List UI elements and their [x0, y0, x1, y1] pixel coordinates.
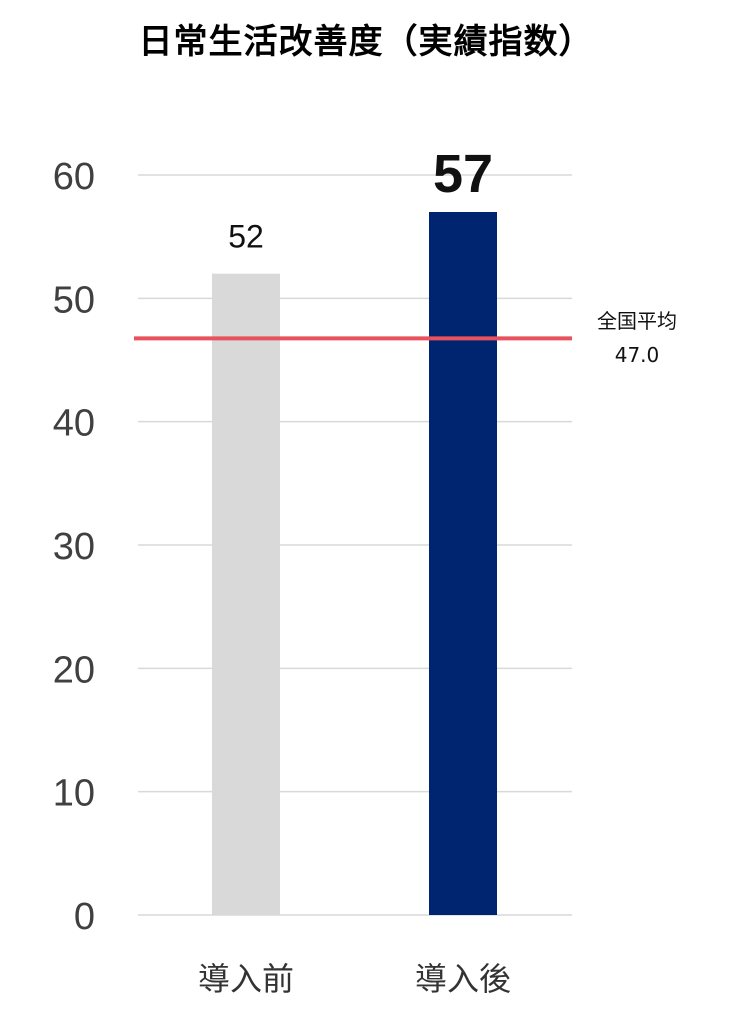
y-tick-label: 50: [53, 279, 95, 321]
y-tick-label: 10: [53, 773, 95, 815]
y-tick-label: 20: [53, 649, 95, 691]
x-tick-label: 導入後: [415, 960, 511, 998]
y-tick-label: 60: [53, 156, 95, 198]
x-tick-label: 導入前: [198, 960, 294, 998]
chart-title: 日常生活改善度（実績指数）: [138, 22, 594, 62]
y-tick-label: 40: [53, 403, 95, 445]
data-label: 57: [433, 144, 493, 204]
reference-line-label: 全国平均: [597, 309, 677, 333]
bar: [212, 273, 280, 916]
y-tick-label: 30: [53, 526, 95, 568]
bar: [429, 212, 497, 915]
y-tick-label: 0: [74, 896, 95, 938]
reference-line-value: 47.0: [615, 343, 660, 367]
data-label: 52: [228, 219, 264, 255]
